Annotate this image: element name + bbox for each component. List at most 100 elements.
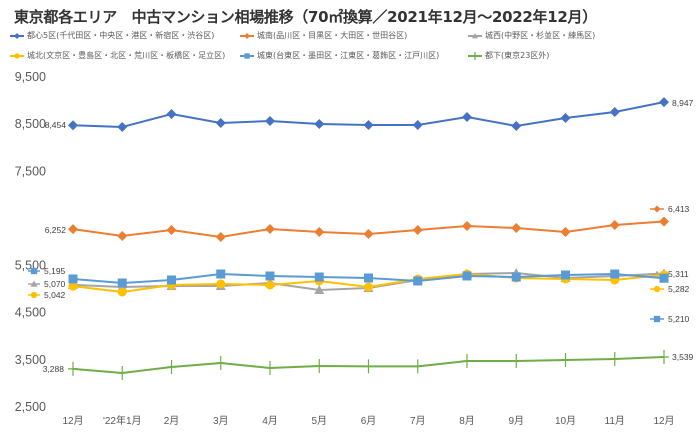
- legend-swatch-icon: [468, 51, 482, 60]
- data-point: [166, 224, 177, 235]
- legend-marker: [472, 51, 478, 60]
- data-point: [609, 107, 620, 118]
- x-tick-label: 5月: [311, 415, 327, 427]
- legend-label: 城東(台東区・墨田区・江東区・葛飾区・江戸川区): [257, 51, 440, 60]
- data-label-start: 5,070: [44, 279, 66, 289]
- series-0: 8,454 8,947: [45, 97, 694, 133]
- data-point: [265, 115, 275, 126]
- legend-swatch-icon: [468, 32, 482, 38]
- data-point: [511, 120, 522, 131]
- data-point: [216, 269, 226, 279]
- data-point: [364, 273, 373, 283]
- y-tick-label: 2,500: [15, 400, 46, 414]
- legend-swatch-icon: [240, 52, 254, 59]
- label-marker: [653, 285, 661, 293]
- data-point: [68, 281, 78, 291]
- data-point: [560, 226, 571, 237]
- data-point: [412, 119, 423, 130]
- data-point: [364, 282, 373, 292]
- x-tick-label: '22年1月: [103, 414, 142, 427]
- data-label-end: 8,947: [672, 98, 694, 108]
- data-point: [265, 271, 275, 281]
- data-label-end: 5,311: [668, 269, 689, 279]
- y-tick-label: 7,500: [15, 164, 46, 178]
- data-point: [462, 112, 472, 123]
- data-point: [609, 219, 620, 230]
- data-point: [412, 224, 423, 235]
- data-point: [216, 279, 226, 289]
- label-marker: [30, 267, 38, 275]
- data-point: [610, 269, 620, 279]
- legend-marker: [14, 52, 20, 59]
- x-tick-label: 6月: [361, 415, 377, 427]
- data-label-start: 5,042: [44, 290, 66, 300]
- x-tick-label: 9月: [508, 415, 524, 427]
- legend-item: 都下(東京23区外): [468, 50, 549, 61]
- data-point: [363, 228, 374, 239]
- legend-item: 城東(台東区・墨田区・江東区・葛飾区・江戸川区): [240, 50, 439, 61]
- x-tick-label: 8月: [459, 415, 475, 427]
- data-point: [363, 359, 374, 374]
- data-point: [462, 220, 472, 231]
- data-point: [215, 231, 226, 242]
- data-point: [215, 356, 226, 371]
- data-label-start: 5,195: [44, 266, 66, 276]
- data-point: [265, 280, 275, 290]
- y-tick-label: 3,500: [15, 353, 46, 367]
- data-point: [462, 271, 472, 281]
- data-point: [117, 231, 128, 242]
- data-point: [511, 272, 521, 282]
- data-point: [314, 226, 325, 237]
- legend-label: 都心5区(千代田区・中央区・港区・新宿区・渋谷区): [27, 31, 215, 40]
- data-label-end: 6,413: [668, 204, 690, 214]
- y-tick-label: 5,500: [15, 259, 46, 273]
- label-marker: [30, 291, 38, 299]
- data-point: [609, 351, 620, 366]
- data-point: [166, 360, 177, 375]
- series-2: 5,070 5,311: [28, 268, 689, 294]
- data-point: [511, 222, 522, 233]
- data-point: [462, 353, 472, 368]
- label-marker: [653, 205, 661, 213]
- data-point: [363, 119, 374, 130]
- legend-item: 城北(文京区・豊島区・北区・荒川区・板橋区・足立区): [10, 50, 225, 61]
- x-tick-label: 12月: [62, 415, 83, 427]
- y-tick-label: 8,500: [15, 117, 46, 131]
- data-point: [511, 353, 522, 368]
- data-point: [659, 350, 669, 365]
- legend-swatch-icon: [10, 52, 24, 59]
- legend-swatch-icon: [240, 32, 254, 39]
- legend-item: 城西(中野区・杉並区・練馬区): [468, 30, 595, 41]
- data-point: [167, 275, 176, 285]
- data-label-start: 6,252: [45, 225, 67, 235]
- series-4: 5,195 5,210: [28, 266, 690, 324]
- data-point: [117, 366, 128, 380]
- data-point: [314, 358, 325, 373]
- series-5: 3,288 3,539: [43, 350, 694, 380]
- legend-item: 城南(品川区・目黒区・大田区・世田谷区): [240, 30, 407, 41]
- data-point: [561, 270, 570, 280]
- legend-marker: [244, 52, 250, 59]
- data-point: [117, 278, 127, 288]
- data-point: [413, 276, 423, 286]
- x-tick-label: 7月: [410, 415, 426, 427]
- legend-marker: [472, 32, 478, 38]
- x-tick-label: 11月: [605, 415, 625, 427]
- y-tick-label: 9,500: [15, 70, 46, 84]
- y-tick-label: 4,500: [15, 306, 46, 320]
- legend-label: 城北(文京区・豊島区・北区・荒川区・板橋区・足立区): [27, 51, 226, 60]
- data-point: [117, 287, 127, 297]
- legend-label: 都下(東京23区外): [485, 51, 550, 60]
- legend-swatch-icon: [10, 32, 24, 39]
- data-label-end: 5,210: [668, 314, 690, 324]
- data-point: [314, 118, 325, 129]
- data-point: [117, 122, 128, 133]
- x-tick-label: 12月: [653, 415, 674, 427]
- data-point: [68, 120, 78, 131]
- legend-marker: [14, 32, 20, 39]
- data-point: [412, 359, 423, 374]
- data-point: [215, 118, 226, 129]
- data-point: [560, 352, 571, 367]
